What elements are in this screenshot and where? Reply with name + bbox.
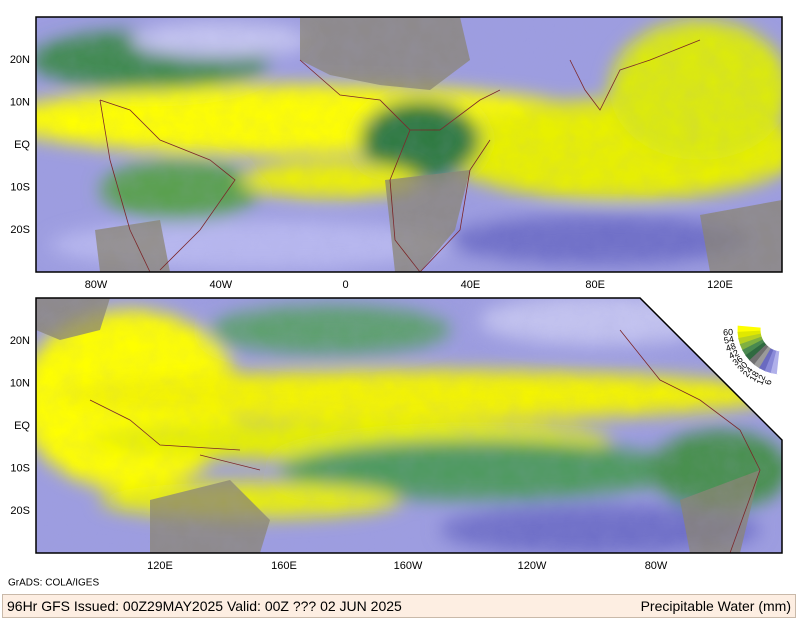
lon-label: 40W	[209, 279, 232, 291]
lon-label: 120E	[707, 279, 733, 291]
lon-label: 80W	[85, 279, 108, 291]
colorbar-label: 18	[747, 369, 761, 383]
colorbar-label: 36	[731, 354, 745, 368]
colorbar-label: 60	[723, 327, 734, 338]
bottom-map	[36, 298, 782, 553]
lat-label: 10S	[10, 462, 30, 474]
bottom-frame	[35, 297, 783, 554]
lat-label: 20N	[10, 54, 30, 66]
colorbar-label: 12	[754, 373, 767, 386]
lat-label: 20S	[10, 505, 30, 517]
lat-label: EQ	[14, 139, 30, 151]
lat-label: 10S	[10, 181, 30, 193]
lon-label: 120E	[147, 560, 173, 572]
colorbar-segment	[776, 351, 785, 375]
lon-label: 160E	[271, 560, 297, 572]
colorbar-label: 6	[763, 379, 774, 386]
colorbar-label: 24	[741, 365, 755, 379]
lon-label: 120W	[518, 560, 547, 572]
lat-label: 10N	[10, 96, 30, 108]
lon-label: 80E	[585, 279, 605, 291]
colorbar-label: 42	[727, 347, 740, 360]
footer-left: 96Hr GFS Issued: 00Z29MAY2025 Valid: 00Z…	[7, 598, 402, 614]
lat-label: EQ	[14, 420, 30, 432]
lon-label: 40E	[461, 279, 481, 291]
lat-label: 10N	[10, 377, 30, 389]
credit: GrADS: COLA/IGES	[8, 578, 99, 589]
lat-label: 20S	[10, 224, 30, 236]
colorbar-label: 30	[735, 360, 749, 374]
colorbar-label: 54	[723, 334, 735, 346]
lon-label: 160W	[394, 560, 423, 572]
lat-label: 20N	[10, 335, 30, 347]
top-map	[36, 17, 782, 272]
colorbar-label: 48	[724, 341, 737, 354]
footer: 96Hr GFS Issued: 00Z29MAY2025 Valid: 00Z…	[2, 594, 796, 618]
lon-label: 80W	[645, 560, 668, 572]
footer-right: Precipitable Water (mm)	[640, 598, 791, 614]
top-frame	[35, 16, 783, 273]
lon-label: 0	[343, 279, 349, 291]
